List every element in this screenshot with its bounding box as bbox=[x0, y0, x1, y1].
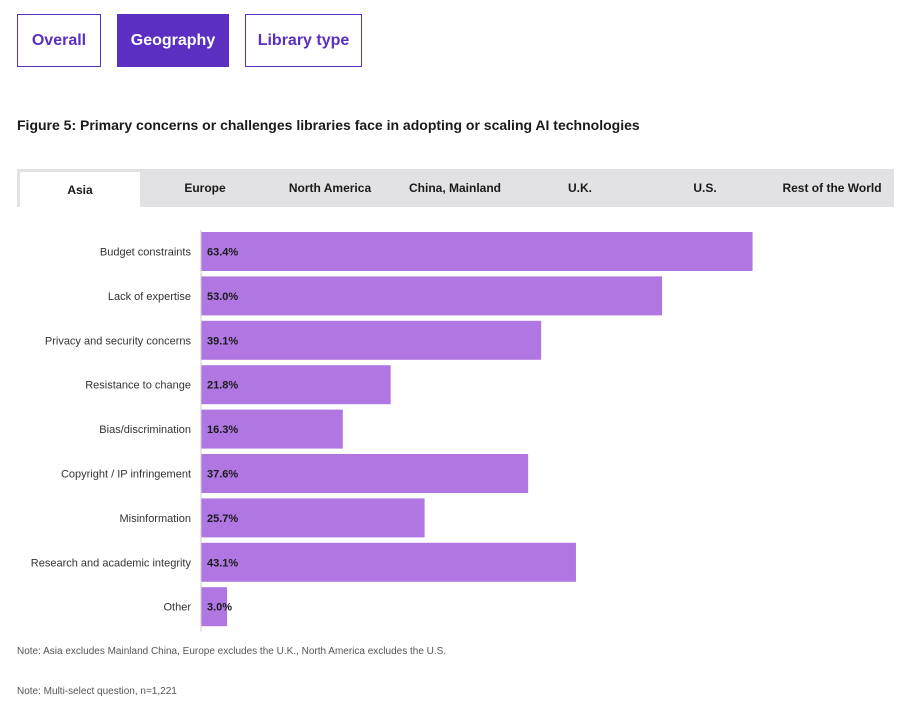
category-label: Resistance to change bbox=[85, 380, 191, 392]
region-tab-north-america[interactable]: North America bbox=[288, 181, 372, 195]
tab-library-type[interactable]: Library type bbox=[245, 14, 362, 67]
value-label: 3.0% bbox=[207, 602, 232, 614]
value-label: 53.0% bbox=[207, 291, 238, 303]
value-label: 16.3% bbox=[207, 424, 238, 436]
bar-privacy-and-security-concerns bbox=[201, 320, 542, 360]
tab-geography[interactable]: Geography bbox=[117, 14, 229, 67]
bar-misinformation bbox=[201, 498, 425, 538]
category-label: Privacy and security concerns bbox=[45, 335, 192, 347]
category-label: Misinformation bbox=[119, 513, 191, 525]
region-tab-rest-of-world[interactable]: Rest of the World bbox=[782, 181, 882, 195]
note-geography: Note: Asia excludes Mainland China, Euro… bbox=[17, 646, 447, 657]
region-tab-bar: Asia Europe North America China, Mainlan… bbox=[17, 169, 894, 207]
category-label: Other bbox=[163, 602, 191, 614]
bar-other bbox=[201, 587, 228, 627]
category-label: Research and academic integrity bbox=[31, 557, 192, 569]
region-tab-asia[interactable]: Asia bbox=[20, 172, 140, 207]
bar-lack-of-expertise bbox=[201, 276, 663, 316]
category-label: Copyright / IP infringement bbox=[61, 469, 191, 481]
bar-resistance-to-change bbox=[201, 365, 391, 405]
tab-overall[interactable]: Overall bbox=[17, 14, 101, 67]
value-label: 43.1% bbox=[207, 557, 238, 569]
note-sample: Note: Multi-select question, n=1,221 bbox=[17, 686, 177, 697]
figure-title: Figure 5: Primary concerns or challenges… bbox=[17, 117, 640, 133]
value-label: 25.7% bbox=[207, 513, 238, 525]
value-label: 21.8% bbox=[207, 380, 238, 392]
category-label: Bias/discrimination bbox=[99, 424, 191, 436]
bar-bias-discrimination bbox=[201, 409, 343, 449]
value-label: 39.1% bbox=[207, 335, 238, 347]
region-tab-europe[interactable]: Europe bbox=[184, 181, 226, 195]
category-label: Lack of expertise bbox=[108, 291, 191, 303]
bar-copyright-ip-infringement bbox=[201, 454, 529, 493]
region-tab-china-mainland[interactable]: China, Mainland bbox=[408, 181, 501, 195]
bar-research-and-academic-integrity bbox=[201, 542, 576, 582]
region-tab-uk[interactable]: U.K. bbox=[568, 181, 592, 195]
bar-chart: Budget constraints 63.4% Lack of expertise… bbox=[31, 230, 753, 632]
category-label: Budget constraints bbox=[100, 247, 192, 259]
value-label: 63.4% bbox=[207, 247, 238, 259]
value-label: 37.6% bbox=[207, 469, 238, 481]
bar-budget-constraints bbox=[201, 232, 753, 271]
region-tab-us[interactable]: U.S. bbox=[693, 181, 717, 195]
